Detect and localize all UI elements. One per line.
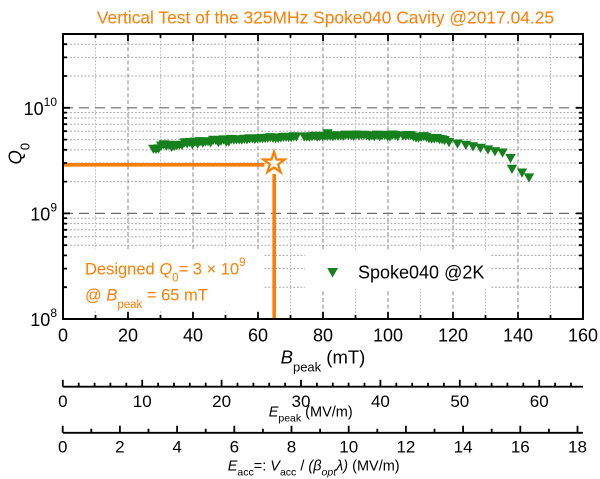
svg-text:Vertical Test of the 325MHz Sp: Vertical Test of the 325MHz Spoke040 Cav…	[97, 8, 554, 28]
svg-text:18: 18	[568, 438, 587, 457]
svg-text:100: 100	[373, 326, 403, 346]
svg-text:Eacc=: Vacc / (βoptλ) (MV/m): Eacc=: Vacc / (βoptλ) (MV/m)	[228, 459, 400, 479]
svg-text:120: 120	[438, 326, 468, 346]
svg-text:Epeak (MV/m): Epeak (MV/m)	[269, 405, 353, 425]
svg-text:8: 8	[287, 438, 296, 457]
svg-text:Bpeak (mT): Bpeak (mT)	[281, 347, 366, 375]
svg-text:Q0: Q0	[5, 143, 33, 165]
svg-text:0: 0	[58, 438, 67, 457]
svg-text:0: 0	[58, 326, 68, 346]
svg-text:2: 2	[115, 438, 124, 457]
svg-text:50: 50	[450, 392, 469, 411]
svg-text:140: 140	[503, 326, 533, 346]
svg-text:Spoke040 @2K: Spoke040 @2K	[358, 263, 484, 283]
svg-text:160: 160	[568, 326, 598, 346]
svg-text:12: 12	[396, 438, 415, 457]
svg-text:40: 40	[183, 326, 203, 346]
svg-text:14: 14	[454, 438, 473, 457]
svg-text:10: 10	[339, 438, 358, 457]
svg-text:60: 60	[248, 326, 268, 346]
svg-text:60: 60	[530, 392, 549, 411]
svg-text:40: 40	[371, 392, 390, 411]
svg-text:0: 0	[58, 392, 67, 411]
svg-text:30: 30	[292, 392, 311, 411]
svg-text:80: 80	[313, 326, 333, 346]
svg-text:10: 10	[133, 392, 152, 411]
svg-text:16: 16	[511, 438, 530, 457]
svg-text:6: 6	[230, 438, 239, 457]
svg-text:4: 4	[172, 438, 181, 457]
svg-text:20: 20	[212, 392, 231, 411]
svg-text:20: 20	[118, 326, 138, 346]
